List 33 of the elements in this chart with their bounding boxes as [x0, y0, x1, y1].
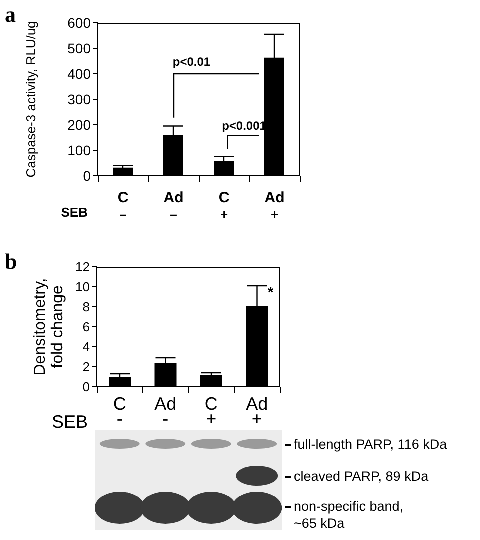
y-tick-label: 300 [68, 91, 92, 108]
y-tick-label: 200 [68, 116, 92, 133]
text: SEB [61, 205, 88, 220]
y-tick-label: 400 [68, 66, 92, 82]
y-tick-label: 0 [83, 168, 92, 184]
annotation: p<0.01 [172, 54, 211, 69]
text: + [270, 207, 279, 222]
annotation: * [268, 284, 274, 300]
text: full-length PARP, 116 kDa [294, 436, 448, 453]
y-tick-label: 100 [68, 142, 92, 158]
text: SEB [52, 412, 88, 432]
chart-title: b [5, 249, 18, 275]
y-tick-label: 500 [68, 40, 92, 56]
text: + [220, 207, 228, 222]
y-tick-label: 4 [82, 340, 90, 355]
y-tick-label: 2 [82, 360, 90, 375]
y-tick-label: 6 [82, 320, 90, 335]
text: non-specific band, ~65 kDa [294, 498, 405, 532]
x-tick-label: C [218, 190, 230, 207]
text: cleaved PARP, 89 kDa [294, 468, 430, 485]
x-tick-label: Ad [264, 190, 285, 207]
y-axis-title: Caspase-3 activity, RLU/ug [24, 21, 39, 178]
y-tick-label: 12 [76, 260, 90, 275]
y-tick-label: 8 [82, 300, 90, 315]
chart-title: a [5, 2, 16, 28]
x-tick-label: C [118, 190, 129, 207]
y-tick-label: 600 [68, 14, 92, 31]
x-tick-label: Ad [164, 190, 184, 207]
y-tick-label: 10 [76, 280, 90, 295]
text: – [120, 207, 127, 222]
y-axis-title: Densitometry, fold change [32, 278, 66, 376]
y-tick-label: 0 [82, 380, 90, 395]
text: – [170, 207, 178, 222]
